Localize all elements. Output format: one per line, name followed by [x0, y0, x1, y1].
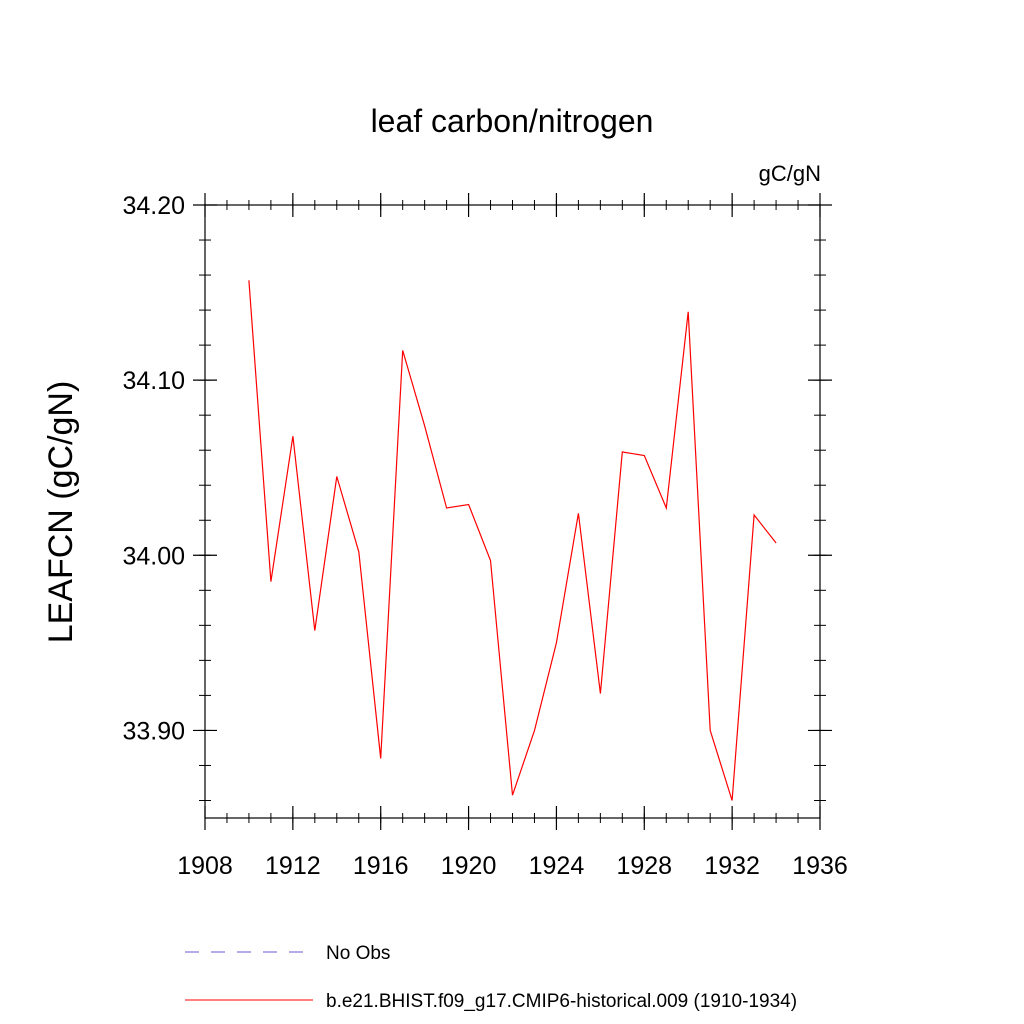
- x-tick-label: 1924: [529, 852, 585, 880]
- series-group: [248, 280, 777, 801]
- legend: No Obs b.e21.BHIST.f09_g17.CMIP6-historic…: [185, 943, 797, 1012]
- data-line: [248, 280, 777, 801]
- y-tick-label: 33.90: [122, 717, 185, 745]
- x-tick-label: 1908: [177, 852, 233, 880]
- y-tick-label: 34.10: [122, 367, 185, 395]
- y-tick-label: 34.20: [122, 192, 185, 220]
- chart-title: leaf carbon/nitrogen: [371, 103, 654, 139]
- x-tick-label: 1920: [441, 852, 497, 880]
- legend-label: b.e21.BHIST.f09_g17.CMIP6-historical.009…: [326, 991, 797, 1012]
- y-tick-label: 34.00: [122, 542, 185, 570]
- legend-label: No Obs: [326, 943, 390, 964]
- x-tick-label: 1916: [353, 852, 409, 880]
- y-axis-label: LEAFCN (gC/gN): [42, 381, 80, 644]
- tick-labels: 33.90 34.00 34.10 34.20 1908 1912 1916 1920 1924…: [122, 192, 847, 880]
- plot-frame: [204, 204, 821, 819]
- x-tick-label: 1936: [792, 852, 848, 880]
- x-tick-label: 1932: [704, 852, 760, 880]
- minor-ticks: [199, 200, 826, 823]
- x-tick-label: 1912: [265, 852, 321, 880]
- units-label: gC/gN: [759, 161, 821, 186]
- major-ticks: [193, 193, 832, 830]
- x-tick-label: 1928: [616, 852, 672, 880]
